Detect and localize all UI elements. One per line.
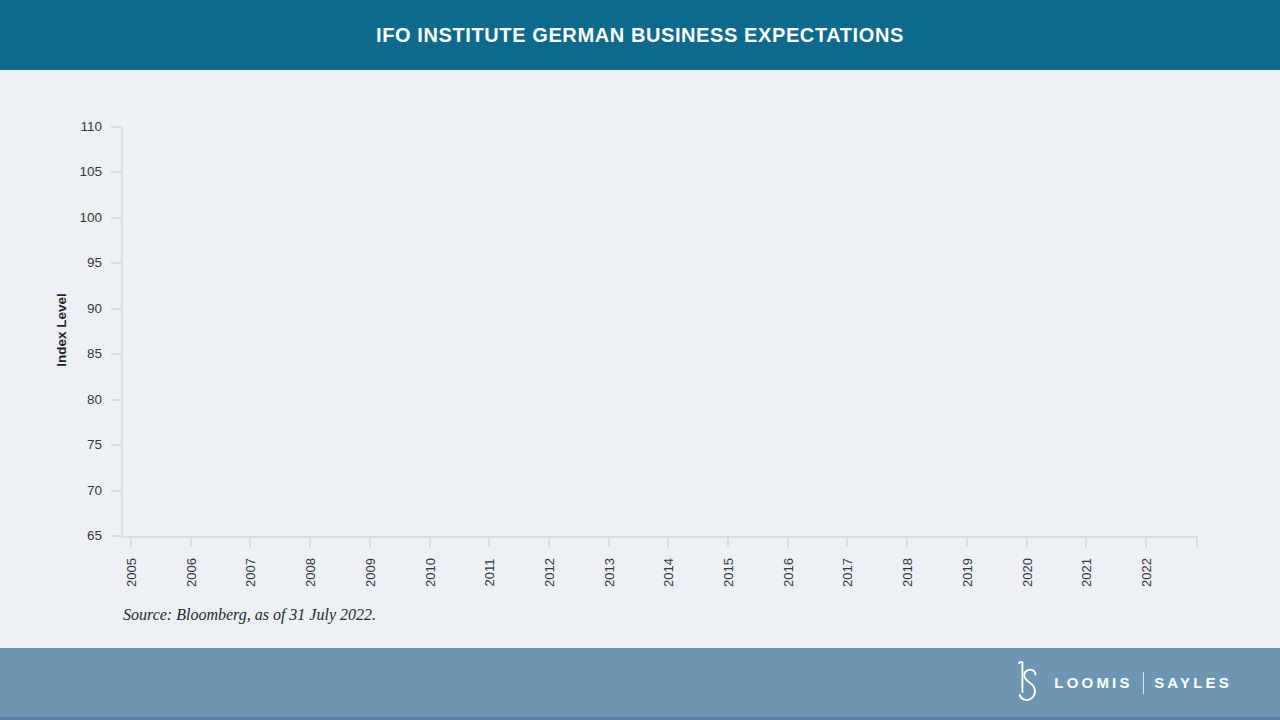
x-axis-line (121, 536, 1198, 538)
ls-monogram-icon (1014, 660, 1040, 706)
x-tick (1085, 538, 1087, 547)
y-axis-line (121, 127, 123, 538)
brand-divider (1143, 672, 1145, 694)
y-tick (111, 535, 121, 537)
x-tick-label: 2021 (1079, 549, 1094, 597)
x-tick (309, 538, 311, 547)
y-tick-label: 90 (44, 300, 102, 318)
x-tick (727, 538, 729, 547)
brand-wordmark: LOOMIS SAYLES (1054, 672, 1232, 694)
y-tick (111, 399, 121, 401)
footer-bar: LOOMIS SAYLES (0, 648, 1280, 720)
x-tick-label: 2011 (482, 549, 497, 597)
x-tick (488, 538, 490, 547)
y-tick-label: 75 (44, 436, 102, 454)
x-tick-label: 2008 (303, 549, 318, 597)
x-tick-label: 2007 (243, 549, 258, 597)
x-tick-label: 2022 (1138, 549, 1153, 597)
x-tick (249, 538, 251, 547)
x-axis-end-tick (1196, 538, 1198, 547)
x-tick-label: 2018 (900, 549, 915, 597)
y-tick (111, 171, 121, 173)
y-tick (111, 126, 121, 128)
y-tick-label: 105 (44, 163, 102, 181)
y-tick (111, 444, 121, 446)
y-tick-label: 80 (44, 391, 102, 409)
y-tick-label: 85 (44, 345, 102, 363)
y-tick (111, 262, 121, 264)
y-tick (111, 490, 121, 492)
x-tick (846, 538, 848, 547)
x-tick (1026, 538, 1028, 547)
x-tick-label: 2010 (422, 549, 437, 597)
x-tick (787, 538, 789, 547)
brand-loomis: LOOMIS (1054, 674, 1132, 691)
x-tick-label: 2006 (183, 549, 198, 597)
x-tick (369, 538, 371, 547)
y-tick-label: 95 (44, 254, 102, 272)
x-tick-label: 2019 (959, 549, 974, 597)
y-tick-label: 100 (44, 209, 102, 227)
x-tick (429, 538, 431, 547)
y-axis-title: Index Level (54, 278, 70, 382)
x-tick-label: 2014 (661, 549, 676, 597)
x-tick (608, 538, 610, 547)
x-tick-label: 2016 (780, 549, 795, 597)
x-tick-label: 2009 (362, 549, 377, 597)
x-tick-label: 2015 (721, 549, 736, 597)
x-tick-label: 2020 (1019, 549, 1034, 597)
y-tick-label: 70 (44, 482, 102, 500)
x-tick (190, 538, 192, 547)
slide: IFO INSTITUTE GERMAN BUSINESS EXPECTATIO… (0, 0, 1280, 720)
x-tick (906, 538, 908, 547)
y-tick (111, 217, 121, 219)
loomis-sayles-logo: LOOMIS SAYLES (1014, 660, 1232, 706)
x-tick (548, 538, 550, 547)
y-tick-label: 110 (44, 118, 102, 136)
x-tick-label: 2005 (124, 549, 139, 597)
x-tick-label: 2017 (840, 549, 855, 597)
source-note: Source: Bloomberg, as of 31 July 2022. (123, 606, 376, 624)
x-tick (667, 538, 669, 547)
x-tick (1145, 538, 1147, 547)
x-tick-label: 2013 (601, 549, 616, 597)
y-tick (111, 353, 121, 355)
brand-sayles: SAYLES (1154, 674, 1232, 691)
y-tick-label: 65 (44, 527, 102, 545)
x-tick (130, 538, 132, 547)
x-tick (966, 538, 968, 547)
y-tick (111, 308, 121, 310)
x-tick-label: 2012 (541, 549, 556, 597)
